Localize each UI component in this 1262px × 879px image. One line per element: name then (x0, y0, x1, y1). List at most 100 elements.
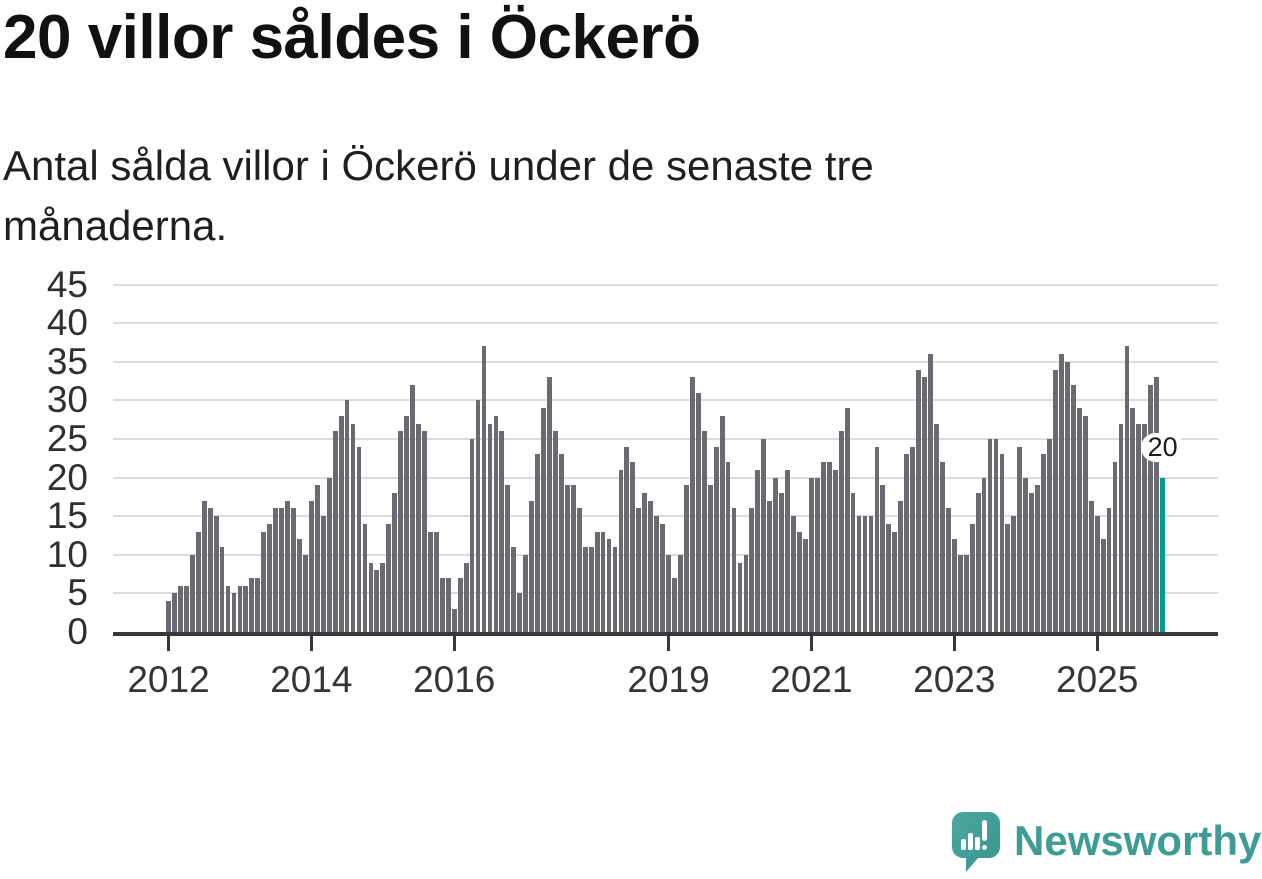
bar (1076, 408, 1082, 632)
bar (785, 469, 790, 632)
bar (910, 446, 916, 632)
y-axis-label: 5 (67, 572, 88, 614)
bar (1005, 523, 1011, 632)
y-axis-label: 30 (46, 379, 88, 421)
bar (969, 523, 975, 632)
bar (1017, 446, 1023, 632)
bar (606, 539, 612, 632)
bar (916, 369, 921, 632)
bar (1118, 423, 1124, 632)
bar (1011, 516, 1017, 632)
bar (1112, 462, 1118, 632)
bar (1136, 423, 1142, 632)
bar (285, 500, 290, 632)
bar (767, 500, 773, 632)
bar (922, 377, 927, 632)
bar (1053, 369, 1058, 632)
bar (636, 508, 642, 632)
bar (582, 547, 588, 632)
bar (624, 446, 630, 632)
gridline (113, 592, 1218, 595)
bar (719, 415, 725, 632)
bar (1148, 384, 1154, 632)
bar (844, 408, 850, 632)
bar (951, 539, 957, 632)
bar (1023, 477, 1029, 632)
bar (832, 469, 838, 632)
bar (576, 508, 582, 632)
bar (499, 431, 505, 632)
chart-subtitle: Antal sålda villor i Öckerö under de sen… (3, 142, 874, 250)
brand-footer: Newsworthy (952, 812, 1261, 874)
highlighted-bar (1160, 477, 1166, 632)
brand-wordmark: Newsworthy (1014, 817, 1262, 864)
bar (350, 423, 356, 632)
bar (1059, 354, 1064, 632)
axis-tick (1095, 636, 1099, 651)
y-axis-label: 0 (67, 611, 88, 652)
bar (564, 485, 570, 632)
bar (1100, 539, 1106, 632)
x-axis-label: 2014 (270, 659, 353, 700)
bar (1035, 485, 1041, 632)
bar (809, 477, 814, 632)
bar (273, 508, 279, 632)
bar (505, 485, 511, 632)
bar (428, 531, 433, 632)
gridline (113, 476, 1218, 479)
bar (666, 554, 671, 632)
bar (255, 577, 261, 632)
bar (773, 477, 779, 632)
bar (410, 384, 415, 632)
y-axis-label: 25 (46, 418, 88, 459)
bar (1142, 423, 1148, 632)
bar (981, 477, 987, 632)
bar (999, 454, 1005, 632)
x-axis-label: 2021 (770, 659, 853, 700)
gridline (113, 553, 1218, 556)
bar (338, 415, 344, 632)
bar (1154, 377, 1160, 632)
bar (487, 423, 493, 632)
bar (1070, 384, 1076, 632)
bar (856, 516, 862, 632)
bar (737, 562, 743, 632)
y-axis-label: 10 (46, 533, 88, 575)
bar (874, 446, 880, 632)
bar (1130, 408, 1136, 632)
bar (880, 485, 886, 632)
axis-tick (452, 636, 456, 651)
bar (374, 570, 380, 632)
bar (749, 508, 755, 632)
bar (207, 508, 213, 632)
bar (380, 562, 386, 632)
gridline (113, 283, 1218, 286)
bar (648, 500, 654, 632)
bar (541, 408, 546, 632)
bar (332, 431, 338, 632)
bar (517, 593, 523, 632)
bar (642, 493, 648, 632)
bar (183, 585, 189, 632)
bar (558, 454, 564, 632)
bar (1082, 415, 1088, 632)
gridline (113, 438, 1218, 440)
bar (553, 431, 558, 632)
bar (963, 554, 969, 632)
bar (535, 454, 540, 632)
bar (904, 454, 910, 632)
bar (934, 423, 939, 632)
bar (1065, 361, 1070, 632)
bar (547, 377, 552, 632)
bar (898, 500, 904, 632)
value-callout: 20 (1141, 432, 1185, 462)
bar (195, 531, 201, 632)
bar (570, 485, 576, 632)
bar (928, 354, 933, 632)
bar (439, 577, 445, 632)
bar (826, 462, 832, 632)
chart-header: 20 villor såldes i Öckerö Antal sålda vi… (3, 0, 1243, 256)
bar (1124, 346, 1130, 632)
bar (243, 585, 249, 632)
bar (886, 523, 892, 632)
